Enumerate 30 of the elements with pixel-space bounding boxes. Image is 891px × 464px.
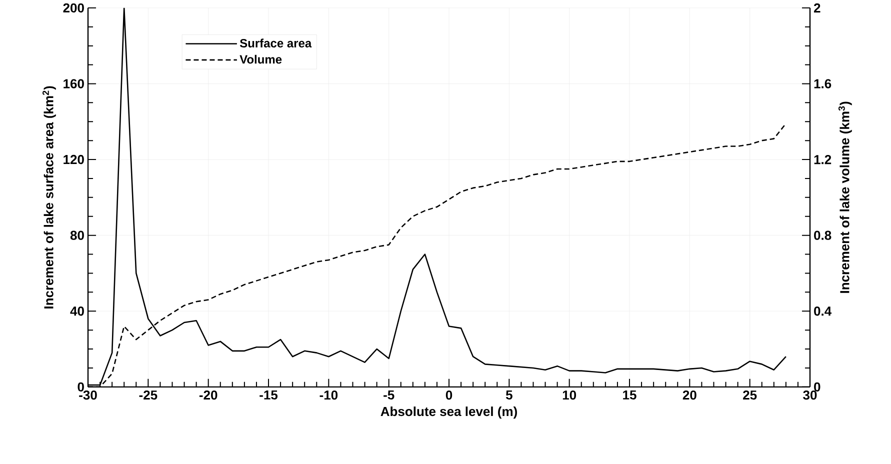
y2-tick-label: 1.6 (814, 79, 832, 88)
y2-tick-label: 0.4 (814, 306, 832, 316)
x-tick-label: -5 (384, 390, 394, 400)
x-tick-label: -15 (260, 390, 278, 400)
y2-tick-label: 0 (814, 382, 820, 392)
legend-label: Surface area (240, 38, 312, 48)
y-tick-label: 80 (70, 230, 84, 240)
x-tick-label: 0 (446, 390, 452, 400)
y2-tick-label: 2 (814, 3, 820, 12)
y-tick-label: 40 (70, 306, 84, 316)
y2-axis-title: Increment of lake volume (km$^{3}$) (838, 102, 852, 293)
x-tick-label: 25 (743, 390, 757, 400)
y-axis-title: Increment of lake surface area (km$^{2}$) (42, 86, 56, 308)
y-tick-label: 160 (64, 79, 84, 88)
x-tick-label: 30 (803, 390, 817, 400)
x-tick-label: 20 (682, 390, 696, 400)
legend-label: Volume (240, 54, 282, 64)
y2-tick-label: 1.2 (814, 155, 832, 164)
y2-tick-label: 0.8 (814, 230, 832, 240)
y-tick-label: 0 (78, 382, 84, 392)
y-tick-label: 200 (63, 3, 84, 13)
x-tick-label: -30 (79, 390, 97, 400)
x-tick-label: 10 (562, 390, 576, 400)
x-axis-title: Absolute sea level (m) (380, 406, 517, 419)
x-tick-label: 5 (506, 390, 512, 400)
x-tick-label: -25 (139, 390, 158, 400)
x-tick-label: -20 (199, 390, 218, 400)
x-tick-label: 15 (623, 390, 636, 400)
y-tick-label: 120 (64, 154, 84, 164)
x-tick-label: -10 (320, 390, 338, 400)
